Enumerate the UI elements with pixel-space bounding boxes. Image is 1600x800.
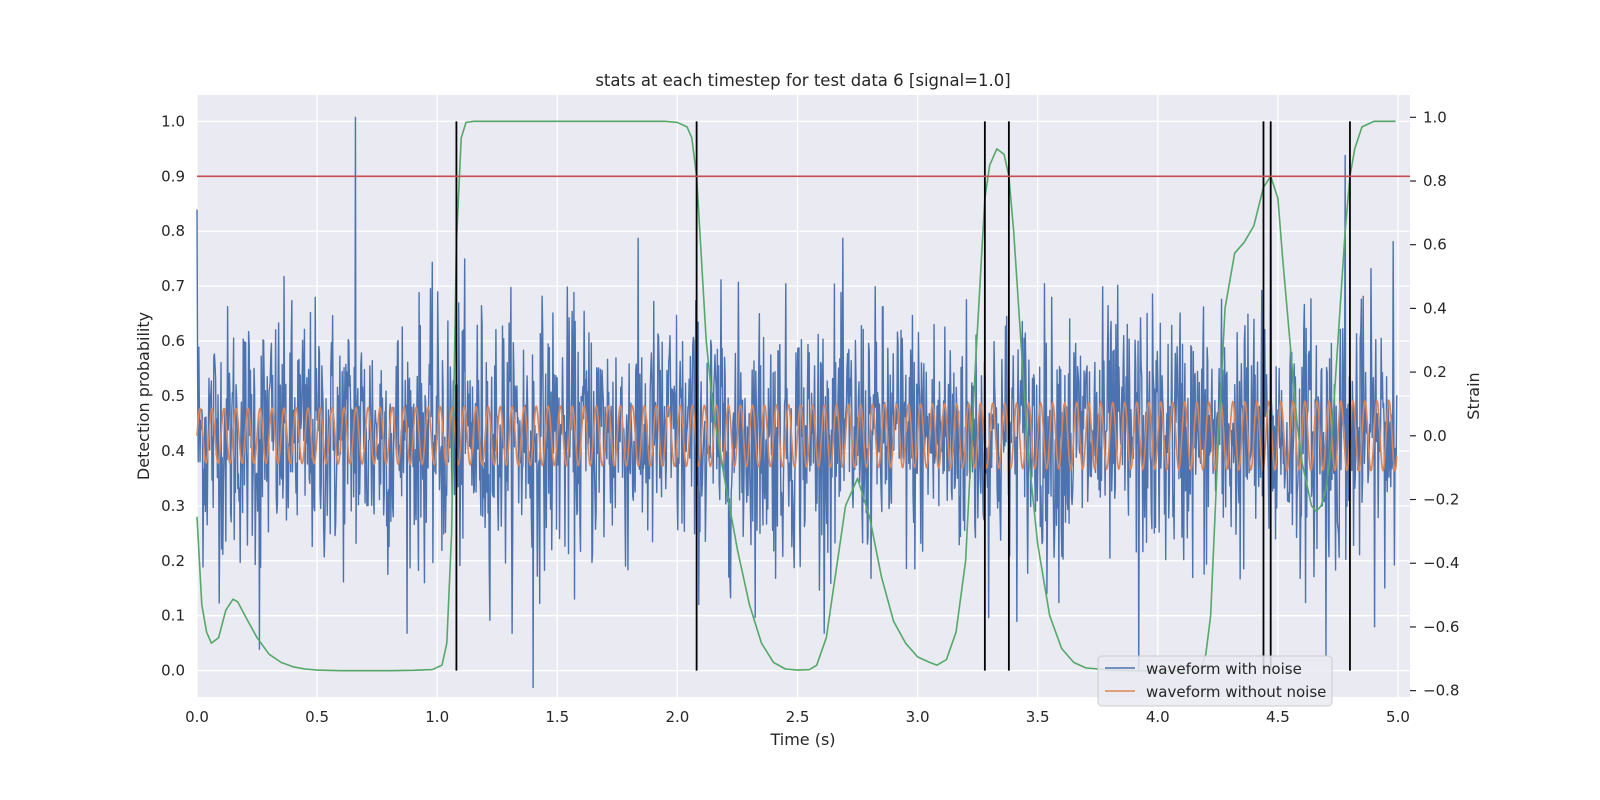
- series-line-waveform-without-noise: [196, 400, 1398, 472]
- trigger-markers: [455, 121, 1351, 671]
- left-y-tick-label: 0.1: [161, 607, 185, 625]
- left-y-axis-label: Detection probability: [134, 312, 153, 480]
- left-y-tick-label: 0.4: [161, 442, 185, 460]
- x-tick-label: 4.5: [1266, 708, 1290, 726]
- right-y-tick-label: 0.6: [1423, 236, 1447, 254]
- right-y-tick-label: 0.0: [1423, 427, 1447, 445]
- legend-box: [1097, 655, 1333, 707]
- right-y-tick-label: −0.6: [1423, 618, 1459, 636]
- right-y-tick-label: 1.0: [1423, 108, 1447, 126]
- left-y-tick-label: 0.7: [161, 277, 185, 295]
- x-tick-label: 0.0: [185, 708, 209, 726]
- x-tick-label: 3.5: [1026, 708, 1050, 726]
- left-y-tick-label: 1.0: [161, 112, 185, 130]
- x-tick-label: 0.5: [305, 708, 329, 726]
- x-axis-label: Time (s): [769, 730, 835, 749]
- x-tick-label: 1.0: [425, 708, 449, 726]
- legend-label-noisy: waveform with noise: [1146, 660, 1302, 678]
- left-y-tick-label: 0.9: [161, 167, 185, 185]
- right-y-tick-label: 0.4: [1423, 299, 1447, 317]
- left-y-tick-label: 0.6: [161, 332, 185, 350]
- probability-layer: [196, 120, 1396, 672]
- right-y-tick-label: 0.2: [1423, 363, 1447, 381]
- right-y-tick-label: −0.8: [1423, 682, 1459, 700]
- x-tick-label: 3.0: [906, 708, 930, 726]
- right-y-tick-label: 0.8: [1423, 172, 1447, 190]
- noisy-waveform-layer: [196, 116, 1398, 689]
- left-y-tick-label: 0.5: [161, 387, 185, 405]
- series-line-detection-probability: [196, 120, 1396, 672]
- right-y-axis-ticks: −0.8 −0.6 −0.4 −0.2 0.0 0.2 0.4 0.6 0.8 1.0: [1410, 108, 1459, 700]
- x-tick-label: 5.0: [1386, 708, 1410, 726]
- right-y-axis-label: Strain: [1464, 372, 1483, 419]
- legend-label-clean: waveform without noise: [1146, 683, 1326, 701]
- left-y-tick-label: 0.0: [161, 662, 185, 680]
- x-tick-label: 2.5: [786, 708, 810, 726]
- legend: waveform with noise waveform without noi…: [1097, 655, 1333, 707]
- x-tick-label: 2.0: [665, 708, 689, 726]
- left-y-tick-label: 0.8: [161, 222, 185, 240]
- clean-waveform-layer: [196, 400, 1398, 472]
- chart-title: stats at each timestep for test data 6 […: [595, 71, 1010, 90]
- left-y-axis-ticks: 0.0 0.1 0.2 0.3 0.4 0.5 0.6 0.7 0.8 0.9 1.0: [161, 112, 185, 679]
- right-y-tick-label: −0.2: [1423, 491, 1459, 509]
- left-y-tick-label: 0.3: [161, 497, 185, 515]
- left-y-tick-label: 0.2: [161, 552, 185, 570]
- grid-lines: [196, 95, 1410, 697]
- x-tick-label: 4.0: [1146, 708, 1170, 726]
- right-y-tick-label: −0.4: [1423, 554, 1459, 572]
- x-axis-ticks: 0.0 0.5 1.0 1.5 2.0 2.5 3.0 3.5 4.0 4.5 5.0: [185, 708, 1410, 726]
- x-tick-label: 1.5: [545, 708, 569, 726]
- series-line-waveform-with-noise: [196, 116, 1398, 689]
